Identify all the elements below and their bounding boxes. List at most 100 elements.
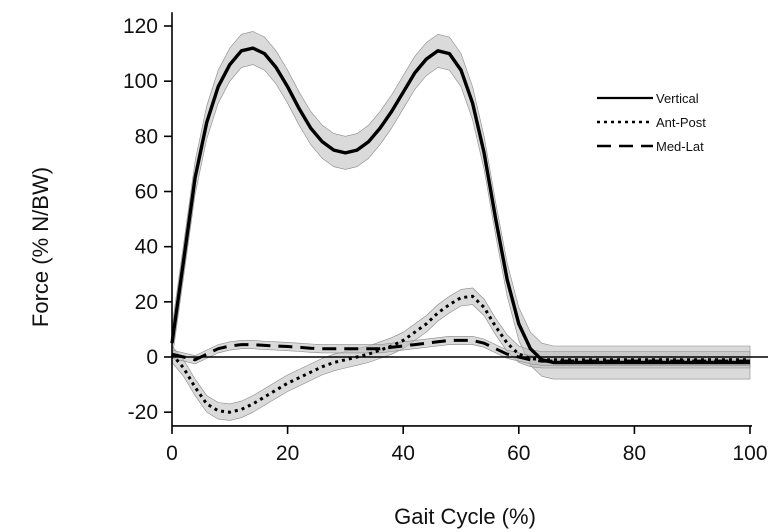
- data-point-med-lat: [692, 361, 693, 362]
- data-point-ant-post: [449, 304, 450, 305]
- data-point-med-lat: [322, 348, 323, 349]
- data-point-med-lat: [507, 354, 508, 355]
- data-point-vertical: [195, 177, 196, 178]
- data-point-ant-post: [264, 396, 265, 397]
- legend-label-vertical: Vertical: [656, 91, 699, 106]
- y-tick-label: 20: [135, 291, 158, 314]
- x-axis-title: Gait Cycle (%): [394, 504, 536, 529]
- legend: Vertical Ant-Post Med-Lat: [597, 91, 706, 154]
- data-point-med-lat: [634, 361, 635, 362]
- sd-bands: [171, 31, 751, 421]
- y-tick-label: -20: [128, 401, 158, 424]
- data-point-ant-post: [345, 359, 346, 360]
- x-tick-label: 20: [276, 442, 299, 465]
- data-point-med-lat: [206, 354, 207, 355]
- data-point-med-lat: [368, 348, 369, 349]
- data-point-med-lat: [437, 341, 438, 342]
- x-tick-label: 60: [507, 442, 530, 465]
- data-point-med-lat: [264, 345, 265, 346]
- data-point-ant-post: [356, 356, 357, 357]
- x-ticks: 0 20 40 60 80 100: [166, 425, 768, 465]
- data-point-vertical: [171, 343, 172, 344]
- data-point-med-lat: [333, 348, 334, 349]
- data-point-vertical: [403, 92, 404, 93]
- data-point-ant-post: [518, 354, 519, 355]
- legend-label-ant-post: Ant-Post: [656, 115, 706, 130]
- data-point-vertical: [241, 50, 242, 51]
- y-tick-label: 120: [123, 15, 158, 38]
- series-line-vertical: [170, 46, 750, 365]
- data-point-vertical: [368, 141, 369, 142]
- x-tick-label: 100: [732, 442, 767, 465]
- data-point-ant-post: [299, 377, 300, 378]
- data-point-ant-post: [507, 343, 508, 344]
- data-point-vertical: [414, 72, 415, 73]
- band-ant-post: [171, 287, 751, 421]
- data-point-ant-post: [206, 403, 207, 404]
- data-point-ant-post: [437, 312, 438, 313]
- data-point-vertical: [299, 108, 300, 109]
- data-point-med-lat: [391, 347, 392, 348]
- data-point-med-lat: [460, 340, 461, 341]
- band-med-lat: [171, 336, 751, 366]
- data-point-vertical: [252, 48, 253, 49]
- legend-item-med-lat: Med-Lat: [597, 139, 704, 154]
- data-point-vertical: [356, 150, 357, 151]
- data-point-ant-post: [333, 362, 334, 363]
- data-point-med-lat: [241, 344, 242, 345]
- data-point-ant-post: [252, 403, 253, 404]
- data-point-ant-post: [229, 412, 230, 413]
- data-point-vertical: [287, 86, 288, 87]
- data-point-med-lat: [576, 361, 577, 362]
- data-point-ant-post: [287, 383, 288, 384]
- data-point-ant-post: [195, 387, 196, 388]
- data-point-vertical: [576, 362, 577, 363]
- x-tick-label: 40: [392, 442, 415, 465]
- legend-label-med-lat: Med-Lat: [656, 139, 704, 154]
- data-point-med-lat: [403, 345, 404, 346]
- data-point-med-lat: [252, 344, 253, 345]
- data-point-med-lat: [484, 343, 485, 344]
- legend-item-vertical: Vertical: [597, 91, 699, 106]
- data-point-med-lat: [287, 346, 288, 347]
- data-point-med-lat: [229, 345, 230, 346]
- y-tick-label: 60: [135, 181, 158, 204]
- data-point-ant-post: [322, 366, 323, 367]
- data-point-vertical: [530, 348, 531, 349]
- x-tick-label: 80: [623, 442, 646, 465]
- data-point-ant-post: [472, 296, 473, 297]
- data-point-med-lat: [380, 348, 381, 349]
- data-point-ant-post: [426, 323, 427, 324]
- data-point-med-lat: [345, 348, 346, 349]
- series-lines: [170, 46, 750, 414]
- data-point-med-lat: [310, 348, 311, 349]
- y-tick-label: 100: [123, 70, 158, 93]
- data-point-vertical: [449, 53, 450, 54]
- data-point-med-lat: [749, 361, 750, 362]
- data-point-med-lat: [495, 348, 496, 349]
- data-point-med-lat: [356, 348, 357, 349]
- data-point-vertical: [495, 219, 496, 220]
- data-point-ant-post: [460, 297, 461, 298]
- data-point-med-lat: [195, 359, 196, 360]
- data-point-med-lat: [183, 356, 184, 357]
- data-point-vertical: [229, 64, 230, 65]
- y-tick-label: 0: [146, 346, 158, 369]
- data-point-vertical: [484, 152, 485, 153]
- data-point-med-lat: [518, 356, 519, 357]
- data-point-ant-post: [403, 340, 404, 341]
- data-point-med-lat: [449, 340, 450, 341]
- data-point-vertical: [472, 103, 473, 104]
- data-point-ant-post: [218, 410, 219, 411]
- data-point-med-lat: [541, 361, 542, 362]
- data-point-ant-post: [183, 367, 184, 368]
- data-point-med-lat: [299, 347, 300, 348]
- data-point-med-lat: [472, 340, 473, 341]
- data-point-ant-post: [310, 372, 311, 373]
- data-point-med-lat: [218, 348, 219, 349]
- data-point-ant-post: [368, 354, 369, 355]
- band-vertical: [171, 31, 751, 380]
- data-point-med-lat: [171, 354, 172, 355]
- y-axis-title: Force (% N/BW): [28, 167, 53, 327]
- data-point-vertical: [380, 128, 381, 129]
